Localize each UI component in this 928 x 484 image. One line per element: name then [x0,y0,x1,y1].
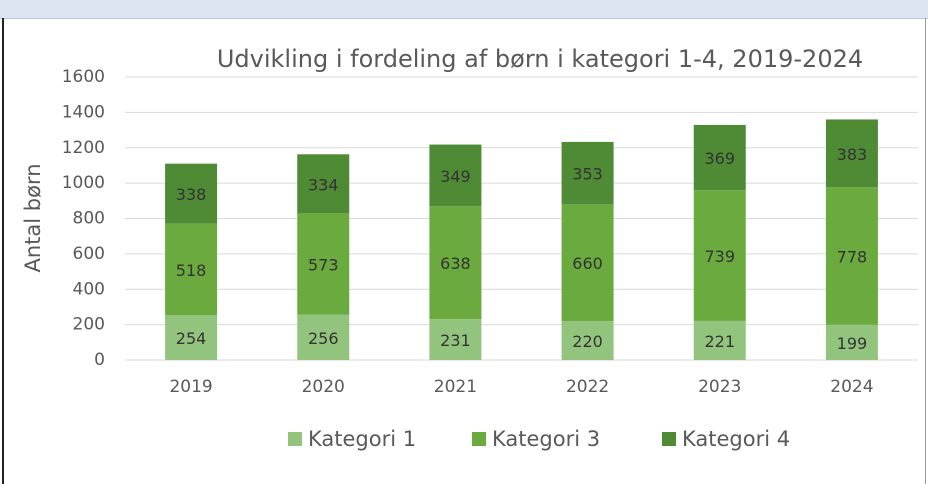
bar-segment [561,321,614,360]
data-label: 660 [572,254,603,273]
data-label: 199 [837,334,868,353]
legend-label: Kategori 3 [492,427,600,451]
y-tick-label: 0 [94,350,105,370]
data-label: 369 [704,149,735,168]
x-tick-label: 2020 [302,377,345,397]
border [2,18,4,484]
data-label: 573 [308,256,339,275]
border [925,18,926,484]
bar-segment [693,320,746,360]
data-label: 256 [308,329,339,348]
bar-segment [297,213,350,315]
bar-segment [165,163,218,224]
y-axis-label: Antal børn [21,163,45,272]
bar-segment [693,124,746,191]
x-tick-label: 2019 [169,377,212,397]
x-tick-label: 2021 [434,377,477,397]
legend-swatch [472,432,486,446]
y-tick-label: 600 [73,244,105,264]
data-label: 334 [308,175,339,194]
data-label: 349 [440,167,471,186]
bar-segment [297,314,350,360]
bar-segment [561,141,614,205]
bar-segment [429,319,482,360]
y-tick-label: 1000 [62,173,105,193]
data-label: 518 [176,261,207,280]
bar-segment [825,324,878,360]
bar-segment [561,204,614,322]
bar-segment [693,190,746,321]
data-label: 221 [704,332,735,351]
legend-swatch [288,432,302,446]
window-band [0,0,928,19]
x-tick-label: 2024 [830,377,873,397]
data-label: 383 [837,145,868,164]
x-tick-label: 2023 [698,377,741,397]
x-tick-label: 2022 [566,377,609,397]
data-label: 778 [837,247,868,266]
bar-segment [429,144,482,207]
data-label: 739 [704,247,735,266]
data-label: 220 [572,332,603,351]
bar-segment [165,315,218,360]
bar-segment [825,119,878,188]
data-label: 338 [176,185,207,204]
data-label: 638 [440,254,471,273]
chart-title: Udvikling i fordeling af børn i kategori… [217,45,863,73]
bar-segment [297,154,350,214]
bar-segment [825,187,878,325]
legend-label: Kategori 1 [308,427,416,451]
y-tick-label: 200 [73,315,105,335]
legend-swatch [662,432,676,446]
y-tick-label: 1200 [62,138,105,158]
data-label: 254 [176,329,207,348]
legend-label: Kategori 4 [682,427,790,451]
bar-segment [165,223,218,316]
y-tick-label: 800 [73,209,105,229]
y-tick-label: 1600 [62,67,105,87]
data-label: 353 [572,165,603,184]
y-tick-label: 400 [73,279,105,299]
data-label: 231 [440,331,471,350]
y-tick-label: 1400 [62,102,105,122]
bar-segment [429,206,482,320]
